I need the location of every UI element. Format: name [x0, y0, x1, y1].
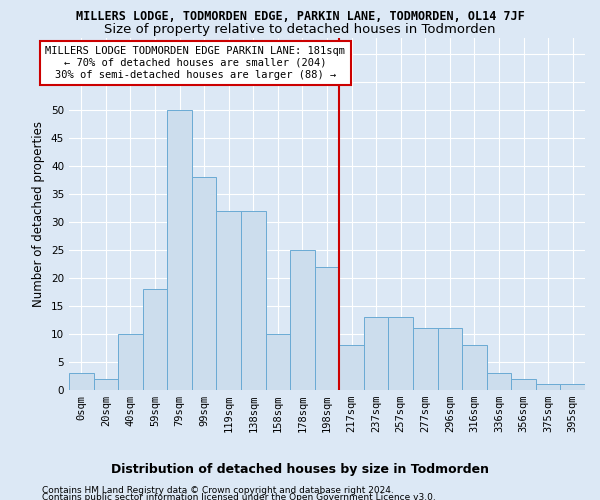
Bar — [217, 211, 241, 390]
Bar — [143, 290, 167, 390]
Text: Size of property relative to detached houses in Todmorden: Size of property relative to detached ho… — [104, 24, 496, 36]
Bar — [536, 384, 560, 390]
Text: MILLERS LODGE, TODMORDEN EDGE, PARKIN LANE, TODMORDEN, OL14 7JF: MILLERS LODGE, TODMORDEN EDGE, PARKIN LA… — [76, 10, 524, 23]
Bar — [94, 379, 118, 390]
Text: Contains HM Land Registry data © Crown copyright and database right 2024.: Contains HM Land Registry data © Crown c… — [42, 486, 394, 495]
Bar — [487, 373, 511, 390]
Text: MILLERS LODGE TODMORDEN EDGE PARKIN LANE: 181sqm
← 70% of detached houses are sm: MILLERS LODGE TODMORDEN EDGE PARKIN LANE… — [46, 46, 346, 80]
Bar — [315, 267, 339, 390]
Bar — [339, 345, 364, 390]
Bar — [192, 178, 217, 390]
Bar — [462, 345, 487, 390]
Bar — [290, 250, 315, 390]
Bar — [241, 211, 266, 390]
Bar — [69, 373, 94, 390]
Bar — [388, 318, 413, 390]
Text: Contains public sector information licensed under the Open Government Licence v3: Contains public sector information licen… — [42, 492, 436, 500]
Bar — [266, 334, 290, 390]
Bar — [560, 384, 585, 390]
Bar — [511, 379, 536, 390]
Bar — [364, 318, 388, 390]
Text: Distribution of detached houses by size in Todmorden: Distribution of detached houses by size … — [111, 464, 489, 476]
Bar — [437, 328, 462, 390]
Bar — [167, 110, 192, 390]
Bar — [118, 334, 143, 390]
Y-axis label: Number of detached properties: Number of detached properties — [32, 120, 46, 306]
Bar — [413, 328, 437, 390]
